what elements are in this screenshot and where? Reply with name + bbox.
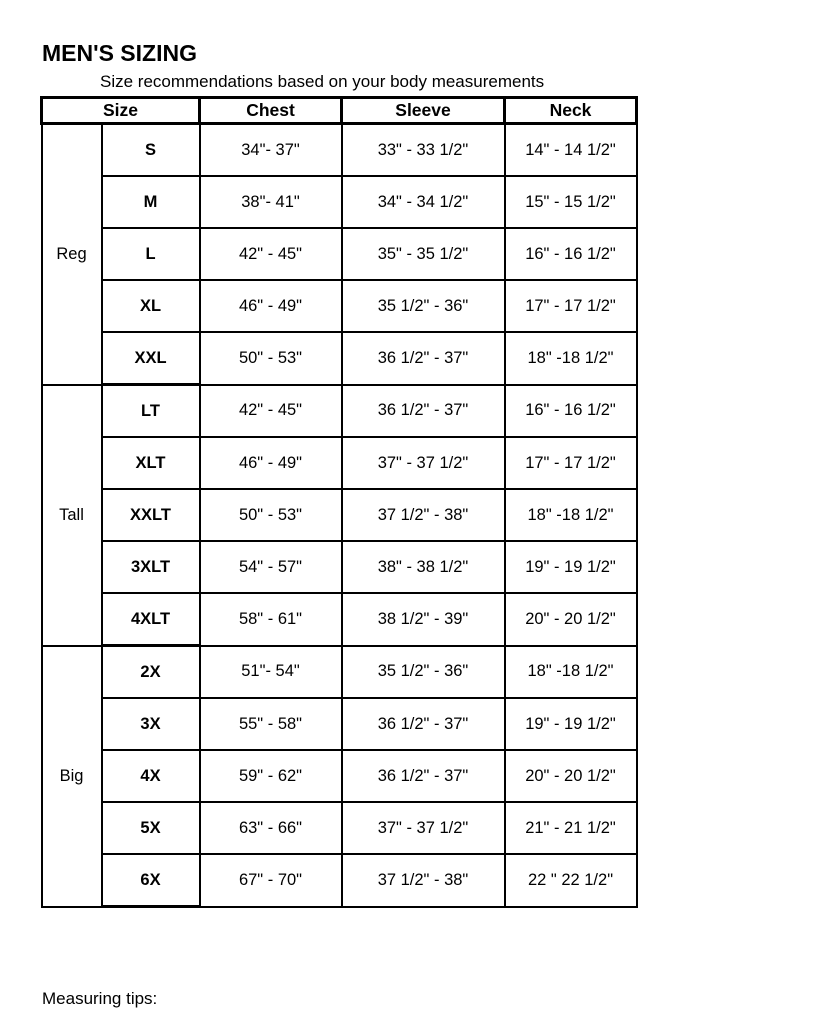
size-cell: 3XLT: [100, 540, 201, 594]
size-cell: 5X: [100, 801, 201, 855]
neck-cell: 20" - 20 1/2": [503, 592, 638, 647]
sleeve-cell: 37" - 37 1/2": [340, 801, 506, 855]
group-label-tall: Tall: [40, 383, 103, 647]
chest-cell: 58" - 61": [198, 592, 343, 647]
neck-cell: 17" - 17 1/2": [503, 436, 638, 490]
neck-cell: 19" - 19 1/2": [503, 697, 638, 751]
size-cell: XXL: [100, 331, 201, 386]
table-row: Tall LT 42" - 45" 36 1/2" - 37" 16" - 16 1/2…: [40, 383, 638, 647]
neck-cell: 17" - 17 1/2": [503, 279, 638, 333]
size-cell: M: [100, 175, 201, 229]
size-cell: 4X: [100, 749, 201, 803]
chest-cell: 63" - 66": [198, 801, 343, 855]
table-row: Reg S 34"- 37" 33" - 33 1/2" 14" - 14 1/2": [40, 122, 638, 386]
neck-cell: 18" -18 1/2": [503, 331, 638, 386]
neck-cell: 22 " 22 1/2": [503, 853, 638, 908]
chest-cell: 59" - 62": [198, 749, 343, 803]
chest-cell: 54" - 57": [198, 540, 343, 594]
sleeve-cell: 35" - 35 1/2": [340, 227, 506, 281]
table-row: XL 46" - 49" 35 1/2" - 36" 17" - 17 1/2": [42, 279, 638, 333]
group-label-reg: Reg: [40, 122, 103, 386]
size-cell: S: [100, 122, 201, 177]
table-row: 6X 67" - 70" 37 1/2" - 38" 22 " 22 1/2": [42, 853, 638, 908]
chest-cell: 51"- 54": [198, 644, 343, 699]
size-cell: XLT: [100, 436, 201, 490]
size-cell: L: [100, 227, 201, 281]
chest-cell: 42" - 45": [198, 227, 343, 281]
page-subtitle: Size recommendations based on your body …: [100, 72, 545, 91]
size-cell: XXLT: [100, 488, 201, 542]
chest-cell: 42" - 45": [198, 383, 343, 438]
table-row: 3XLT 54" - 57" 38" - 38 1/2" 19" - 19 1/2": [42, 540, 638, 594]
neck-cell: 21" - 21 1/2": [503, 801, 638, 855]
chest-cell: 50" - 53": [198, 488, 343, 542]
chest-cell: 55" - 58": [198, 697, 343, 751]
sleeve-cell: 35 1/2" - 36": [340, 644, 506, 699]
neck-cell: 18" -18 1/2": [503, 488, 638, 542]
size-cell: 3X: [100, 697, 201, 751]
sleeve-cell: 35 1/2" - 36": [340, 279, 506, 333]
table-row: XXL 50" - 53" 36 1/2" - 37" 18" -18 1/2": [42, 331, 638, 386]
table-row: 4XLT 58" - 61" 38 1/2" - 39" 20" - 20 1/2": [42, 592, 638, 647]
neck-cell: 18" -18 1/2": [503, 644, 638, 699]
neck-cell: 20" - 20 1/2": [503, 749, 638, 803]
header-row: Size Chest Sleeve Neck: [40, 96, 638, 125]
chest-cell: 34"- 37": [198, 122, 343, 177]
neck-cell: 14" - 14 1/2": [503, 122, 638, 177]
sleeve-cell: 36 1/2" - 37": [340, 383, 506, 438]
sizing-table: Size Chest Sleeve Neck Reg S 34"- 37" 33" -…: [40, 96, 638, 908]
sleeve-cell: 36 1/2" - 37": [340, 749, 506, 803]
table-row: Big 2X 51"- 54" 35 1/2" - 36" 18" -18 1/2": [40, 644, 638, 908]
sleeve-cell: 36 1/2" - 37": [340, 697, 506, 751]
sleeve-cell: 37" - 37 1/2": [340, 436, 506, 490]
table-row: XLT 46" - 49" 37" - 37 1/2" 17" - 17 1/2": [42, 436, 638, 490]
header-size: Size: [40, 96, 201, 125]
measuring-tips-heading: Measuring tips:: [42, 989, 158, 1008]
sleeve-cell: 37 1/2" - 38": [340, 853, 506, 908]
table-row: 3X 55" - 58" 36 1/2" - 37" 19" - 19 1/2": [42, 697, 638, 751]
table-row: M 38"- 41" 34" - 34 1/2" 15" - 15 1/2": [42, 175, 638, 229]
table-row: 4X 59" - 62" 36 1/2" - 37" 20" - 20 1/2": [42, 749, 638, 803]
size-cell: LT: [100, 383, 201, 438]
sizing-table-body: Reg S 34"- 37" 33" - 33 1/2" 14" - 14 1/2" M 3…: [40, 122, 638, 908]
size-cell: 4XLT: [100, 592, 201, 647]
size-cell: 6X: [100, 853, 201, 908]
table-row: XXLT 50" - 53" 37 1/2" - 38" 18" -18 1/2": [42, 488, 638, 542]
header-sleeve: Sleeve: [340, 96, 506, 125]
page-title: MEN'S SIZING: [42, 40, 197, 66]
neck-cell: 16" - 16 1/2": [503, 227, 638, 281]
chest-cell: 67" - 70": [198, 853, 343, 908]
size-cell: XL: [100, 279, 201, 333]
neck-cell: 16" - 16 1/2": [503, 383, 638, 438]
sleeve-cell: 36 1/2" - 37": [340, 331, 506, 386]
chest-cell: 46" - 49": [198, 279, 343, 333]
header-neck: Neck: [503, 96, 638, 125]
group-label-big: Big: [40, 644, 103, 908]
sleeve-cell: 38 1/2" - 39": [340, 592, 506, 647]
chest-cell: 46" - 49": [198, 436, 343, 490]
neck-cell: 15" - 15 1/2": [503, 175, 638, 229]
sleeve-cell: 38" - 38 1/2": [340, 540, 506, 594]
header-chest: Chest: [198, 96, 343, 125]
chest-cell: 38"- 41": [198, 175, 343, 229]
measuring-tips: Measuring tips: * Chest: Measure around …: [42, 934, 814, 1024]
chest-cell: 50" - 53": [198, 331, 343, 386]
neck-cell: 19" - 19 1/2": [503, 540, 638, 594]
sleeve-cell: 37 1/2" - 38": [340, 488, 506, 542]
size-cell: 2X: [100, 644, 201, 699]
sleeve-cell: 33" - 33 1/2": [340, 122, 506, 177]
sleeve-cell: 34" - 34 1/2": [340, 175, 506, 229]
table-row: 5X 63" - 66" 37" - 37 1/2" 21" - 21 1/2": [42, 801, 638, 855]
table-row: L 42" - 45" 35" - 35 1/2" 16" - 16 1/2": [42, 227, 638, 281]
